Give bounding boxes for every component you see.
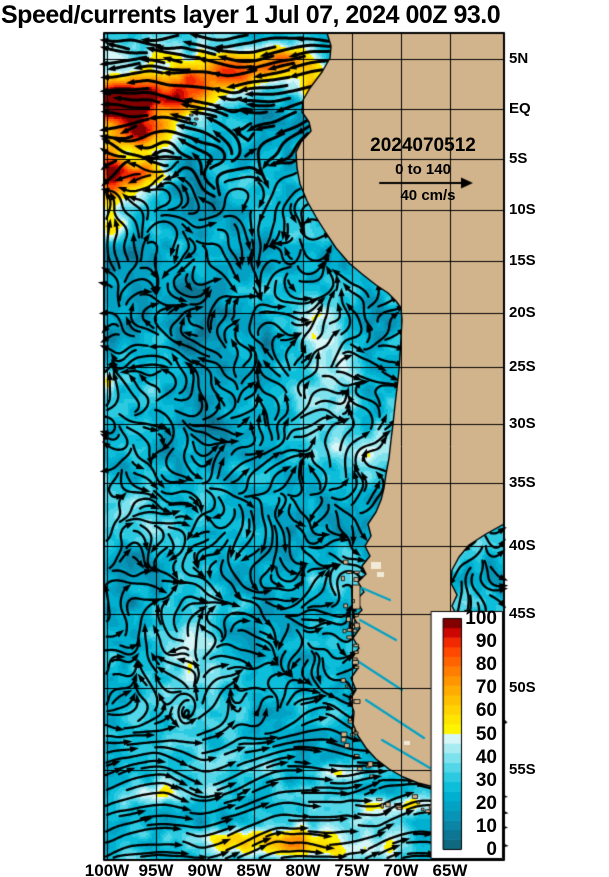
vector-range-label: 0 to 140 [395, 161, 451, 178]
colorbar-tick-label: 30 [475, 769, 497, 791]
lon-tick-label: 75W [334, 861, 370, 877]
colorbar-tick-label: 0 [486, 839, 497, 860]
lon-tick-label: 100W [84, 861, 130, 877]
lat-tick-label: 5S [509, 150, 528, 167]
lat-tick-label: EQ [509, 100, 531, 117]
lat-tick-label: 25S [509, 358, 536, 375]
colorbar-tick-label: 70 [475, 677, 497, 699]
lon-tick-label: 85W [236, 861, 272, 877]
lat-tick-label: 5N [509, 50, 529, 67]
colorbar-tick-label: 100 [465, 608, 497, 629]
colorbar-tick-label: 60 [475, 700, 497, 722]
colorbar-tick-label: 10 [475, 815, 497, 837]
colorbar-tick-label: 40 [475, 746, 497, 768]
lon-tick-label: 80W [285, 861, 321, 877]
lat-tick-label: 50S [509, 679, 536, 696]
lat-tick-label: 30S [509, 415, 536, 432]
colorbar-tick-label: 20 [475, 792, 497, 814]
colorbar-tick-label: 50 [475, 723, 497, 745]
lat-tick-label: 55S [509, 761, 536, 778]
lon-tick-label: 90W [187, 861, 223, 877]
colorbar-tick-label: 90 [475, 631, 497, 653]
lon-tick-label: 95W [138, 861, 174, 877]
lat-tick-label: 10S [509, 201, 536, 218]
lat-tick-label: 45S [509, 605, 536, 622]
vector-scale-label: 40 cm/s [400, 187, 456, 204]
lat-tick-label: 20S [509, 304, 536, 321]
lat-tick-label: 40S [509, 537, 536, 554]
page-title: Speed/currents layer 1 Jul 07, 2024 00Z … [1, 1, 501, 29]
lat-tick-label: 35S [509, 474, 536, 491]
colorbar-tick-label: 80 [475, 654, 497, 676]
model-run-label: 2024070512 [370, 135, 476, 156]
lon-tick-label: 70W [383, 861, 419, 877]
lat-tick-label: 15S [509, 252, 536, 269]
lon-tick-label: 65W [432, 861, 468, 877]
